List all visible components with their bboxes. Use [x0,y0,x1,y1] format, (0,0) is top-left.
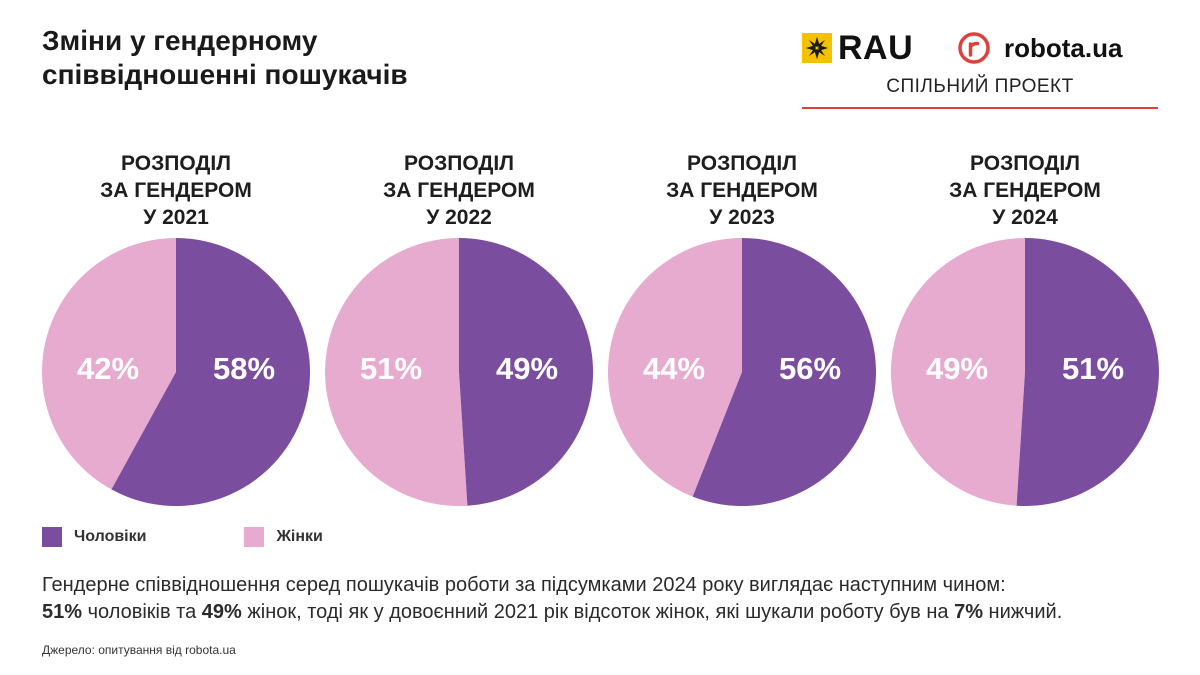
pie-slice-men [111,238,310,507]
pie-heading-line: У 2021 [143,206,209,229]
pie-svg: 51% 49% [325,237,594,506]
robota-r-icon [958,32,990,64]
summary-text: Гендерне співвідношення серед пошукачів … [42,572,1172,626]
pie-heading-line: ЗА ГЕНДЕРОМ [100,179,252,202]
joint-project-label: СПІЛЬНИЙ ПРОЕКТ [886,76,1074,97]
legend-item-women: Жінки [244,527,323,547]
pie-slice-women [41,238,177,490]
pie-slice-women [607,238,742,497]
pie-svg: 44% 56% [607,238,876,506]
pie-heading-line: РОЗПОДІЛ [404,152,514,175]
rau-logo-text: RAU [838,28,914,67]
pie-heading-line: ЗА ГЕНДЕРОМ [949,179,1101,202]
pie-label-men: 51% [1062,351,1124,386]
rau-star-icon [802,33,832,63]
pie-chart-2021: РОЗПОДІЛ ЗА ГЕНДЕРОМ У 2021 42% 58% [41,150,311,507]
chart-legend: Чоловіки Жінки [42,527,421,547]
pie-slice-men [692,238,876,506]
pie-heading: РОЗПОДІЛ ЗА ГЕНДЕРОМ У 2021 [41,150,311,231]
pie-heading-line: У 2022 [426,206,492,229]
pie-heading-line: РОЗПОДІЛ [970,152,1080,175]
pie-svg: 42% 58% [41,238,310,507]
legend-item-men: Чоловіки [42,527,146,547]
summary-diff-pct: 7% [954,601,983,623]
summary-men-pct: 51% [42,601,83,623]
pie-slice-women [890,237,1025,506]
robota-logo: robota.ua [958,30,1122,66]
pie-chart-2022: РОЗПОДІЛ ЗА ГЕНДЕРОМ У 2022 51% 49% [324,150,594,506]
pie-slice-men [459,237,594,506]
page-title-line-1: Зміни у гендерному [42,25,318,56]
legend-label-men: Чоловіки [74,528,147,545]
pie-heading-line: У 2023 [709,206,775,229]
pie-heading-line: ЗА ГЕНДЕРОМ [666,179,818,202]
pie-label-women: 49% [926,351,988,386]
summary-women-pct: 49% [201,601,242,623]
summary-line-1: Гендерне співвідношення серед пошукачів … [42,574,1006,596]
pie-label-men: 49% [496,351,558,386]
pie-label-women: 42% [77,351,139,386]
pie-label-men: 56% [779,351,841,386]
pie-label-men: 58% [213,351,275,386]
pie-heading-line: ЗА ГЕНДЕРОМ [383,179,535,202]
pie-chart-2023: РОЗПОДІЛ ЗА ГЕНДЕРОМ У 2023 44% 56% [607,150,877,506]
pie-heading-line: РОЗПОДІЛ [687,152,797,175]
summary-women-text: жінок, тоді як у довоєнний 2021 рік відс… [241,601,955,623]
pie-heading: РОЗПОДІЛ ЗА ГЕНДЕРОМ У 2023 [607,150,877,231]
page-title-line-2: співвідношенні пошукачів [42,59,408,90]
pie-heading-line: У 2024 [992,206,1058,229]
pie-slice-men [1016,238,1159,506]
pie-chart-2024: РОЗПОДІЛ ЗА ГЕНДЕРОМ У 2024 49% 51% [890,150,1160,506]
logo-divider [802,107,1158,109]
pie-heading-line: РОЗПОДІЛ [121,152,231,175]
pie-heading: РОЗПОДІЛ ЗА ГЕНДЕРОМ У 2022 [324,150,594,231]
legend-swatch-men [42,527,62,547]
pie-slice-women [325,238,468,506]
pie-heading: РОЗПОДІЛ ЗА ГЕНДЕРОМ У 2024 [890,150,1160,231]
pie-label-women: 51% [360,351,422,386]
pie-label-women: 44% [643,351,705,386]
source-note: Джерело: опитування від robota.ua [42,643,236,657]
partner-logos: RAU robota.ua СПІЛЬНИЙ ПРОЕКТ [802,26,1160,110]
pie-svg: 49% 51% [890,237,1159,506]
robota-logo-text: robota.ua [1004,32,1123,63]
summary-men-text: чоловіків та [82,601,202,623]
page-title: Зміни у гендерному співвідношенні пошука… [42,24,502,92]
rau-logo: RAU [802,28,914,67]
legend-label-women: Жінки [276,528,323,545]
legend-swatch-women [244,527,265,547]
summary-end-text: нижчий. [983,601,1063,623]
